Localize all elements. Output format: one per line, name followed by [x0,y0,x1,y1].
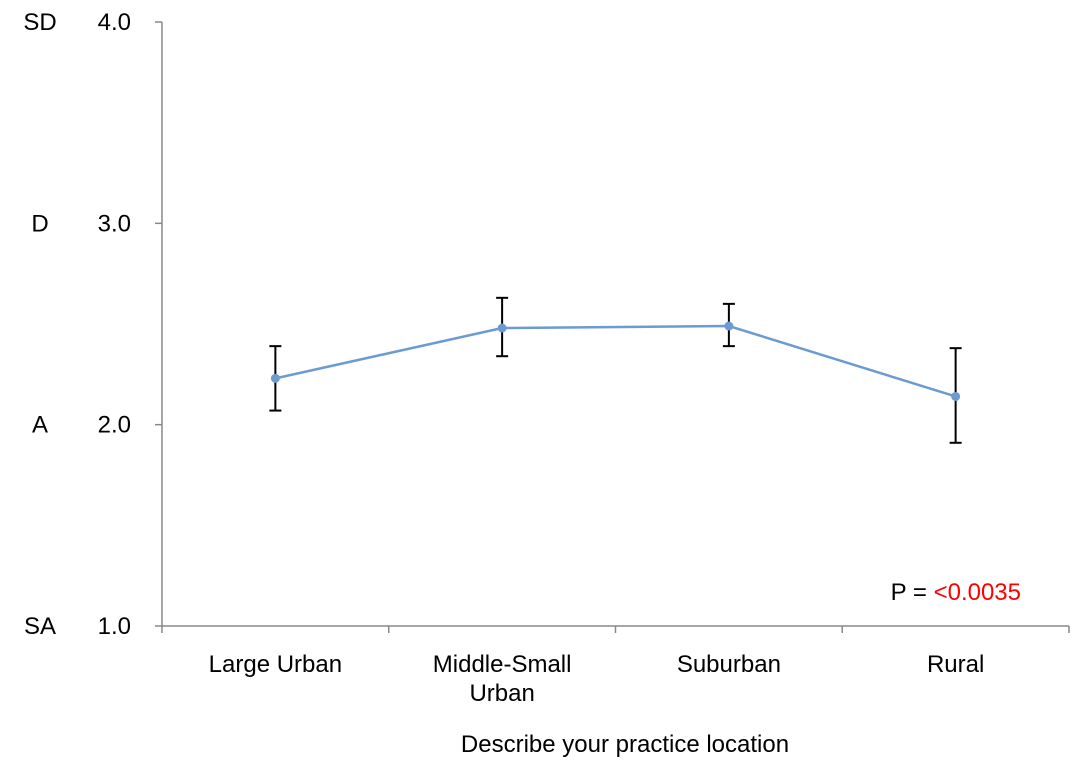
x-category-label-line: Rural [927,651,984,678]
x-category-label-line: Suburban [677,651,781,678]
p-value-annotation: P = <0.0035 [891,579,1021,606]
data-point [270,373,280,383]
likert-scale-label: A [32,412,48,439]
x-category-label: Middle-Small Urban [433,651,572,707]
p-value: <0.0035 [934,579,1021,606]
series-line [275,324,956,398]
y-axis-ticks: 1.0 2.0 3.0 4.0 [98,9,162,640]
p-value-prefix: P = [891,579,934,606]
y-tick-label: 2.0 [98,412,131,439]
x-axis-label: Describe your practice location [461,731,789,758]
likert-scale-label: SD [23,9,56,36]
x-category-label-line: Urban [469,680,534,707]
likert-scale-label: D [31,210,48,237]
x-category-label: Rural [927,651,984,678]
y-tick-label: 4.0 [98,9,131,36]
data-point [951,391,961,401]
x-category-label-line: Large Urban [209,651,342,678]
x-axis-categories: Large Urban Middle-Small Urban Suburban Rura… [161,626,1070,707]
y-tick-label: 3.0 [98,210,131,237]
y-tick-label: 1.0 [98,613,131,640]
data-point [724,321,734,331]
data-point [497,323,507,333]
likert-scale-labels: SA A D SD [23,9,56,640]
x-category-label-line: Middle-Small [433,651,572,678]
axes [161,22,1069,627]
x-category-label: Large Urban [209,651,342,678]
x-category-label: Suburban [677,651,781,678]
series [269,296,962,444]
likert-scale-label: SA [24,613,56,640]
